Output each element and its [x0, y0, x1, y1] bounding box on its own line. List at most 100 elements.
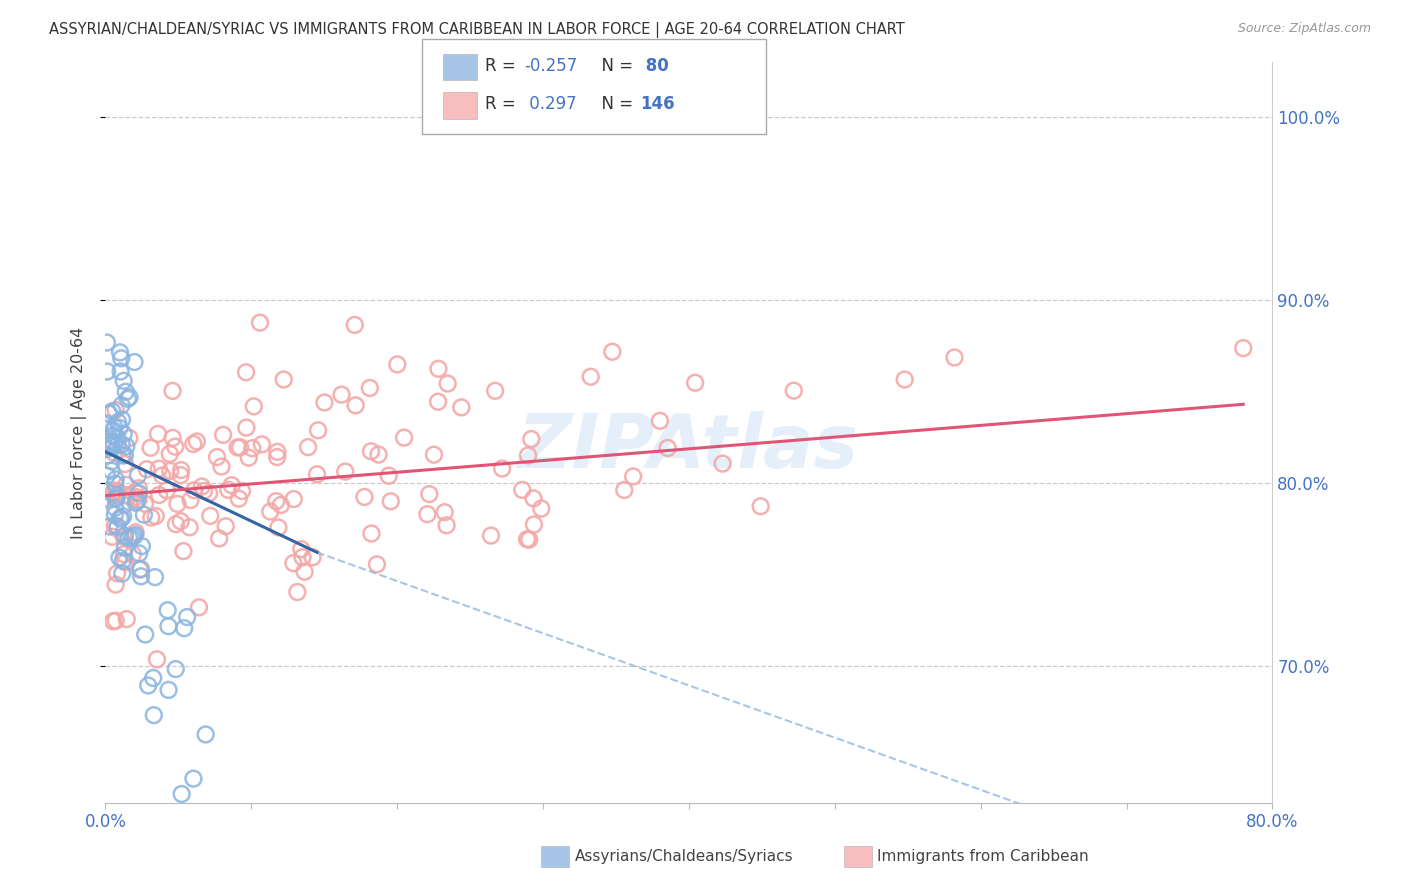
Point: [198, 486, 221, 500]
Point: [243, 400, 266, 414]
Point: [648, 414, 671, 428]
Point: [436, 376, 458, 391]
Point: [212, 427, 235, 442]
Point: [105, 521, 128, 535]
Point: [301, 550, 323, 565]
Point: [360, 526, 382, 541]
Point: [143, 570, 166, 584]
Point: [115, 477, 138, 491]
Point: [98, 519, 121, 533]
Point: [156, 483, 179, 498]
Point: [124, 525, 146, 540]
Point: [416, 507, 439, 521]
Point: [307, 467, 329, 482]
Point: [226, 441, 249, 455]
Text: 0.297: 0.297: [524, 95, 576, 113]
Point: [266, 445, 288, 459]
Text: N =: N =: [591, 95, 638, 113]
Point: [211, 459, 233, 474]
Point: [98, 438, 121, 452]
Point: [101, 404, 124, 418]
Text: Assyrians/Chaldeans/Syriacs: Assyrians/Chaldeans/Syriacs: [575, 849, 793, 863]
Point: [127, 468, 149, 483]
Point: [249, 316, 271, 330]
Point: [194, 727, 217, 741]
Point: [114, 529, 136, 543]
Point: [366, 558, 388, 572]
Point: [259, 504, 281, 518]
Point: [108, 421, 131, 435]
Point: [283, 491, 305, 506]
Point: [162, 431, 184, 445]
Point: [107, 415, 129, 429]
Point: [110, 511, 132, 525]
Point: [291, 550, 314, 565]
Point: [104, 491, 127, 506]
Point: [100, 454, 122, 468]
Point: [522, 491, 544, 506]
Point: [162, 384, 184, 398]
Point: [141, 510, 163, 524]
Point: [183, 437, 205, 451]
Point: [367, 448, 389, 462]
Point: [111, 449, 134, 463]
Point: [344, 398, 367, 412]
Point: [229, 440, 252, 454]
Point: [96, 468, 118, 483]
Point: [134, 497, 156, 511]
Point: [104, 472, 127, 486]
Point: [353, 490, 375, 504]
Point: [105, 491, 128, 506]
Point: [96, 484, 118, 499]
Point: [235, 365, 257, 379]
Text: ZIPAtlas: ZIPAtlas: [519, 411, 859, 484]
Point: [173, 621, 195, 635]
Point: [104, 476, 127, 491]
Point: [128, 563, 150, 577]
Point: [145, 509, 167, 524]
Point: [150, 468, 173, 483]
Point: [101, 428, 124, 442]
Text: ASSYRIAN/CHALDEAN/SYRIAC VS IMMIGRANTS FROM CARIBBEAN IN LABOR FORCE | AGE 20-64: ASSYRIAN/CHALDEAN/SYRIAC VS IMMIGRANTS F…: [49, 22, 905, 38]
Point: [124, 496, 146, 510]
Point: [112, 374, 135, 388]
Point: [169, 468, 191, 483]
Point: [104, 403, 127, 417]
Point: [157, 682, 180, 697]
Point: [479, 528, 502, 542]
Point: [170, 463, 193, 477]
Point: [107, 483, 129, 498]
Point: [436, 518, 458, 533]
Point: [657, 441, 679, 455]
Point: [96, 449, 118, 463]
Point: [142, 671, 165, 685]
Point: [100, 435, 122, 450]
Point: [108, 511, 131, 525]
Point: [387, 358, 409, 372]
Point: [148, 488, 170, 502]
Point: [104, 614, 127, 628]
Point: [96, 365, 118, 379]
Point: [423, 448, 446, 462]
Point: [96, 417, 118, 431]
Text: 80: 80: [640, 57, 668, 75]
Point: [101, 530, 124, 544]
Point: [517, 449, 540, 463]
Point: [132, 508, 155, 522]
Point: [215, 519, 238, 533]
Point: [188, 600, 211, 615]
Point: [96, 442, 118, 456]
Point: [377, 468, 399, 483]
Point: [101, 615, 124, 629]
Point: [427, 394, 450, 409]
Text: 146: 146: [640, 95, 675, 113]
Point: [128, 492, 150, 507]
Point: [228, 491, 250, 506]
Point: [125, 490, 148, 504]
Point: [205, 450, 228, 464]
Point: [314, 395, 336, 409]
Point: [103, 436, 125, 450]
Point: [523, 517, 546, 532]
Point: [96, 491, 118, 506]
Point: [111, 412, 134, 426]
